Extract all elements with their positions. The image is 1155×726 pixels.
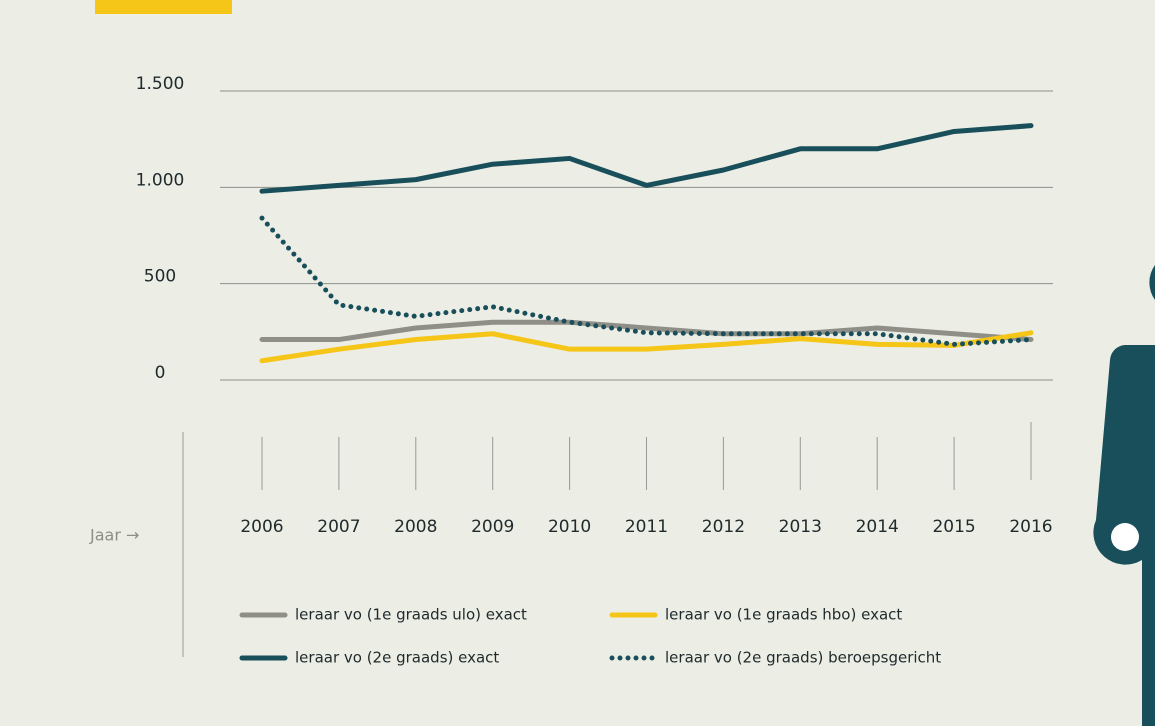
legend-label: leraar vo (2e graads) exact: [295, 649, 499, 667]
x-axis-label: Jaar →: [89, 526, 139, 545]
line-series: [259, 330, 1034, 364]
y-tick-label: 1.000: [136, 170, 185, 190]
x-tick-label: 2008: [394, 517, 437, 537]
x-tick-label: 2016: [1009, 517, 1052, 537]
x-tick-label: 2014: [856, 517, 899, 537]
x-tick-label: 2009: [471, 517, 514, 537]
legend-label: leraar vo (1e graads ulo) exact: [295, 606, 527, 624]
y-tick-label: 500: [144, 267, 176, 287]
line-series: [259, 123, 1034, 194]
line-series: [259, 319, 1034, 343]
x-tick-label: 2012: [702, 517, 745, 537]
line-series: [259, 215, 1034, 347]
figure-hand: [1111, 523, 1139, 551]
figure-head: [1149, 265, 1155, 300]
x-tick-label: 2013: [779, 517, 822, 537]
x-tick-label: 2011: [625, 517, 668, 537]
x-tick-label: 2007: [317, 517, 360, 537]
x-tick-label: 2010: [548, 517, 591, 537]
legend-label: leraar vo (1e graads hbo) exact: [665, 606, 902, 624]
x-tick-label: 2006: [240, 517, 283, 537]
y-tick-label: 1.500: [136, 74, 185, 94]
legend-label: leraar vo (2e graads) beroepsgericht: [665, 649, 941, 667]
x-tick-label: 2015: [932, 517, 975, 537]
y-tick-label: 0: [155, 363, 166, 383]
accent-bar: [95, 0, 232, 14]
